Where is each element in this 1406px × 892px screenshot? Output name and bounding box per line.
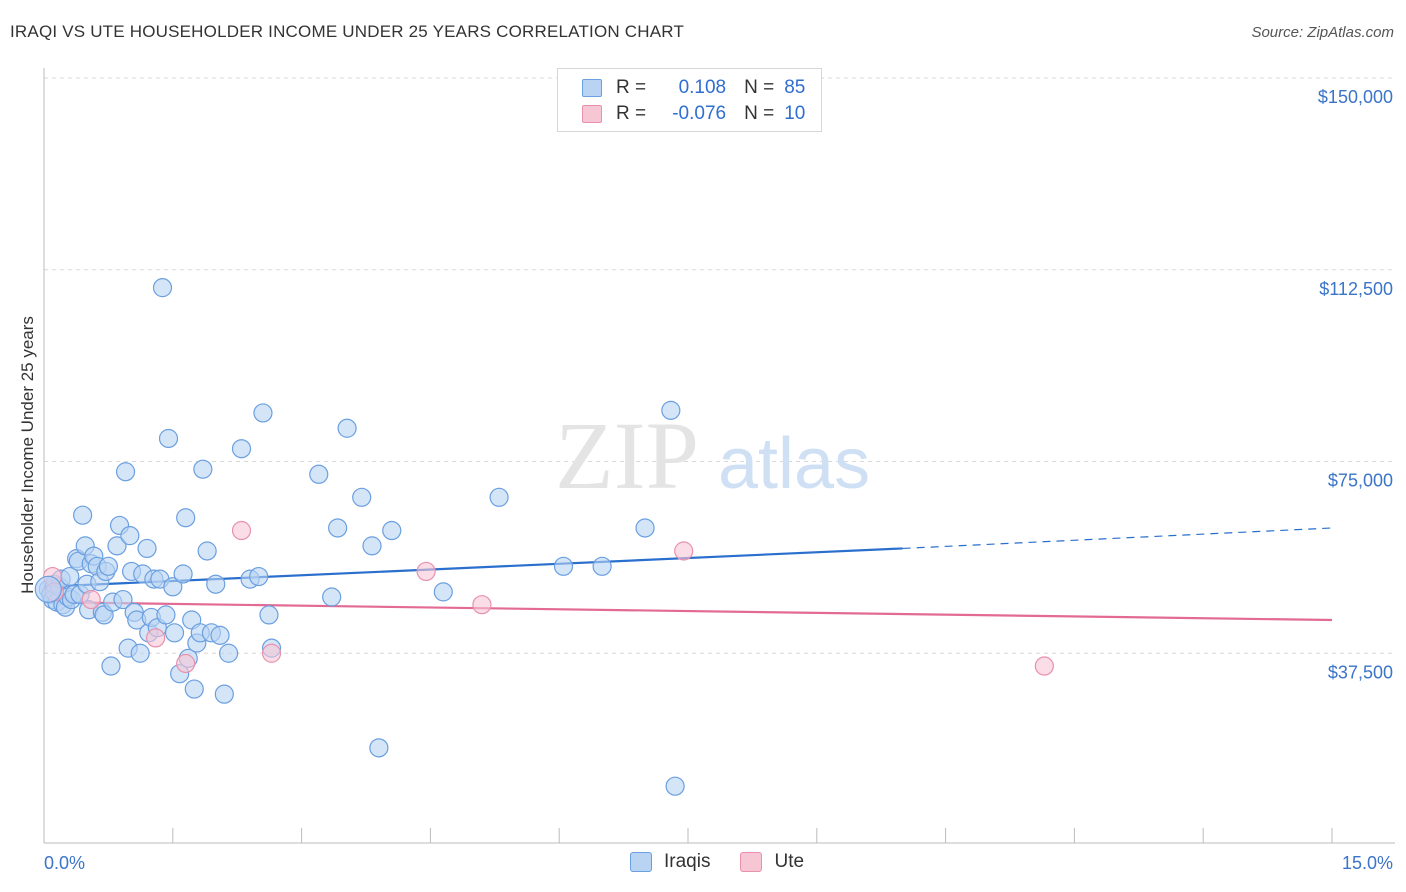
data-point-iraqis	[137, 538, 157, 559]
data-point-iraqis	[231, 439, 252, 459]
legend-r-label: R =	[616, 103, 647, 124]
data-point-iraqis	[193, 459, 213, 479]
legend-row-ute: R = -0.076 N = 10	[582, 102, 805, 126]
legend-r-value: -0.076	[672, 103, 727, 124]
data-point-iraqis	[433, 582, 453, 602]
legend-swatch-ute	[582, 105, 602, 123]
data-point-iraqis	[115, 462, 136, 482]
trendline-extension-iraqis	[902, 527, 1333, 550]
data-point-iraqis	[259, 605, 279, 625]
data-point-iraqis	[206, 574, 226, 594]
data-point-ute	[261, 643, 282, 663]
legend-label-iraqis: Iraqis	[664, 851, 711, 872]
data-point-ute	[146, 628, 166, 648]
data-point-iraqis	[249, 566, 269, 587]
data-point-iraqis	[210, 625, 230, 645]
watermark-zip: ZIP	[555, 402, 699, 509]
data-point-iraqis	[120, 526, 140, 546]
data-point-ute	[231, 520, 252, 541]
data-point-iraqis	[322, 587, 342, 607]
data-point-iraqis	[176, 508, 196, 528]
data-point-ute	[81, 589, 101, 610]
data-point-iraqis	[184, 679, 204, 699]
legend-item-ute[interactable]: Ute	[740, 851, 804, 873]
data-point-iraqis	[73, 505, 93, 525]
data-point-ute	[416, 561, 436, 582]
data-point-ute	[674, 541, 694, 561]
data-point-ute	[472, 595, 492, 615]
legend-item-iraqis[interactable]: Iraqis	[630, 851, 710, 873]
data-point-iraqis	[163, 577, 183, 597]
axes	[43, 68, 1395, 844]
data-point-iraqis	[130, 643, 150, 663]
x-tick-label: 15.0%	[1342, 853, 1393, 873]
legend-label-ute: Ute	[774, 851, 805, 872]
data-point-iraqis	[158, 428, 179, 449]
legend-n-value: 85	[784, 77, 806, 98]
data-point-iraqis	[98, 556, 119, 576]
data-point-iraqis	[113, 589, 133, 610]
chart-title: IRAQI VS UTE HOUSEHOLDER INCOME UNDER 25…	[10, 22, 685, 41]
trendline-ute	[43, 601, 1333, 622]
grid-lines	[44, 77, 1395, 654]
y-tick-label: $37,500	[1328, 662, 1393, 682]
trendlines	[43, 527, 1333, 622]
data-point-iraqis	[253, 403, 273, 423]
data-point-iraqis	[309, 464, 329, 484]
legend-swatch-iraqis	[582, 79, 602, 97]
data-point-ute	[176, 653, 196, 674]
data-points	[34, 278, 1054, 796]
data-point-iraqis	[328, 518, 348, 538]
legend-n-label: N =	[744, 77, 775, 98]
y-tick-labels: $37,500 $75,000 $112,500 $150,000	[1318, 87, 1393, 682]
data-point-iraqis	[665, 776, 685, 796]
legend-swatch-ute	[740, 852, 763, 872]
data-point-iraqis	[156, 605, 176, 625]
data-point-iraqis	[152, 278, 173, 298]
legend-n-value: 10	[784, 103, 806, 124]
series-legend: Iraqis Ute	[630, 851, 834, 873]
y-tick-label: $112,500	[1319, 279, 1393, 299]
data-point-iraqis	[661, 400, 681, 420]
data-point-iraqis	[553, 556, 574, 576]
data-point-iraqis	[352, 487, 372, 507]
data-point-iraqis	[197, 541, 217, 561]
data-point-iraqis	[219, 643, 239, 663]
watermark-atlas: atlas	[718, 424, 870, 504]
legend-r-label: R =	[616, 77, 647, 98]
data-point-iraqis	[635, 518, 655, 538]
x-tick-label: 0.0%	[44, 853, 85, 873]
data-point-iraqis	[107, 536, 127, 556]
data-point-iraqis	[173, 564, 193, 584]
data-point-iraqis	[164, 623, 185, 643]
data-point-iraqis	[337, 418, 357, 438]
legend-r-value: 0.108	[678, 77, 727, 98]
data-point-iraqis	[382, 520, 402, 541]
data-point-iraqis	[592, 556, 612, 576]
data-point-iraqis	[489, 487, 509, 507]
x-tick-labels: 0.0% 15.0%	[44, 853, 1393, 873]
data-point-iraqis	[101, 656, 121, 676]
y-tick-label: $75,000	[1328, 471, 1393, 491]
source-label: Source: ZipAtlas.com	[1251, 24, 1394, 41]
legend-swatch-iraqis	[630, 852, 652, 872]
legend-n-label: N =	[744, 103, 775, 124]
legend-row-iraqis: R = 0.108 N = 85	[582, 76, 805, 100]
data-point-iraqis	[362, 536, 382, 556]
data-point-iraqis	[369, 738, 389, 758]
data-point-iraqis	[214, 684, 234, 704]
correlation-legend: R = 0.108 N = 85 R = -0.076 N = 10	[557, 68, 822, 132]
data-point-iraqis	[34, 575, 62, 603]
data-point-ute	[1034, 656, 1054, 676]
y-tick-label: $150,000	[1318, 87, 1393, 107]
